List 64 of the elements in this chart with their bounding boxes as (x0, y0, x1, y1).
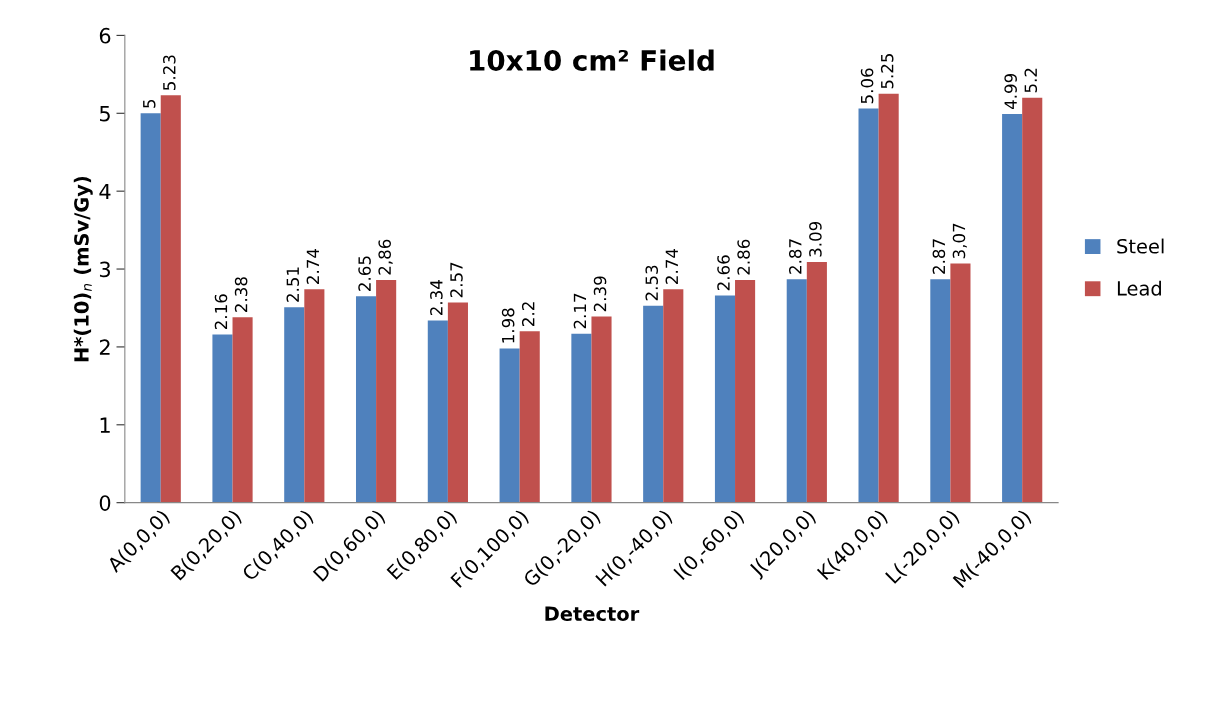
legend-label: Steel (1117, 238, 1164, 254)
bar (950, 263, 971, 503)
data-label: 2,86 (378, 239, 393, 275)
bar (232, 317, 253, 503)
data-label: 5.2 (1024, 68, 1038, 93)
data-label: 2.87 (932, 239, 946, 274)
data-label: 2.86 (737, 239, 750, 275)
data-label: 3.09 (809, 221, 822, 257)
bar (878, 93, 899, 503)
data-label: 2.57 (450, 262, 463, 298)
data-label: 2.66 (717, 255, 730, 291)
bar (519, 331, 540, 503)
bar (284, 307, 305, 503)
bar (160, 95, 181, 503)
bar (304, 289, 325, 503)
bar (643, 305, 664, 503)
bar (447, 302, 468, 503)
y-tick-label: 6 (99, 27, 111, 44)
bar (591, 316, 612, 503)
data-label: 5.23 (163, 55, 176, 90)
data-label: 5.25 (880, 53, 894, 89)
y-tick-label: 0 (99, 495, 111, 511)
x-axis-title: Detector (545, 606, 640, 622)
legend-label: Lead (1117, 280, 1161, 296)
bar (355, 296, 377, 503)
bar (571, 333, 592, 503)
data-label: 2.16 (214, 294, 228, 330)
y-axis-title: H*(10)$_{n}$ (mSv/Gy) (73, 176, 93, 362)
data-label: 2.74 (306, 248, 319, 284)
data-label: 2.53 (645, 265, 659, 301)
y-tick-label: 4 (99, 183, 111, 200)
bar (806, 262, 827, 503)
data-label: 5 (143, 99, 156, 108)
y-tick-label: 1 (100, 417, 110, 433)
y-tick-label: 5 (99, 106, 110, 122)
bar (212, 334, 233, 503)
data-label: 2.2 (521, 302, 535, 326)
y-tick-label: 2 (99, 339, 110, 355)
bar (714, 295, 736, 503)
data-label: 2.87 (789, 239, 802, 274)
bar (858, 108, 879, 503)
bar (140, 113, 161, 503)
bar (735, 279, 756, 503)
bar (376, 279, 397, 503)
bar (930, 279, 951, 503)
data-label: 2.17 (573, 293, 586, 329)
data-label: 5.06 (860, 68, 874, 104)
bar (1002, 114, 1023, 503)
bar (1022, 97, 1043, 503)
data-label: 4.99 (1004, 73, 1017, 110)
data-label: 2.51 (286, 267, 300, 302)
bar (663, 289, 684, 503)
bar (499, 348, 520, 503)
data-label: 2.65 (358, 256, 371, 291)
data-label: 2.34 (430, 280, 443, 316)
data-label: 3,07 (952, 223, 967, 259)
bar (427, 320, 448, 503)
data-label: 1.98 (501, 308, 515, 343)
data-label: 2.74 (665, 248, 678, 284)
data-label: 2.38 (234, 277, 248, 312)
chart-title: 10x10 cm² Field (470, 49, 714, 71)
bar (786, 279, 807, 503)
data-label: 2.39 (593, 276, 607, 312)
y-tick-label: 3 (99, 261, 110, 278)
